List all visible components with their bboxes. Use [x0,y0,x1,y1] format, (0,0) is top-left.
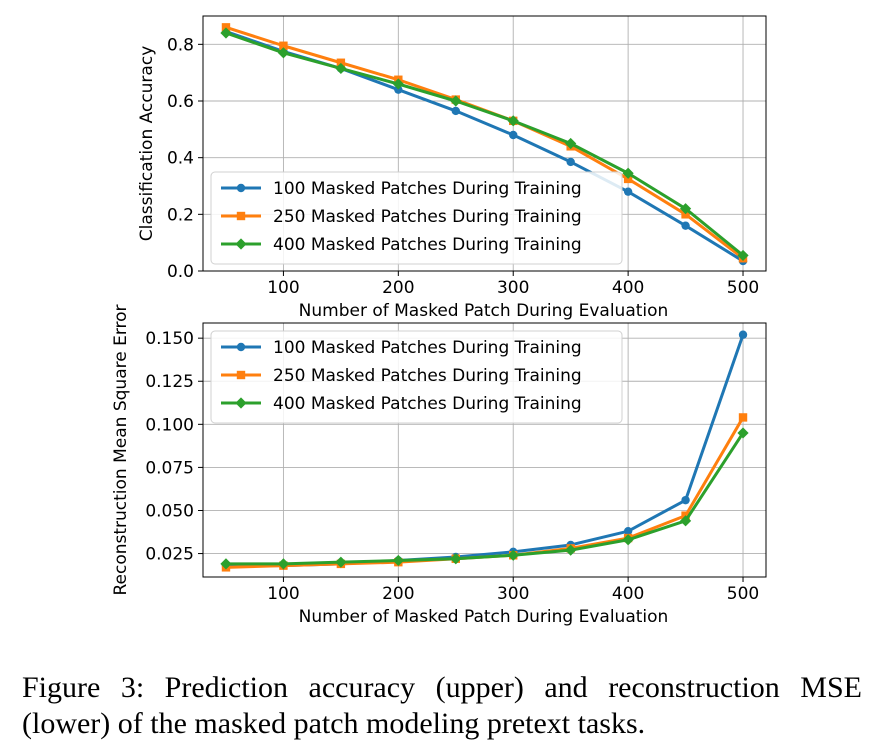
data-point [221,23,231,32]
data-point [450,553,462,565]
legend-label-3: 400 Masked Patches During Training [273,394,582,414]
data-point [335,556,347,568]
x-axis-label: Number of Masked Patch During Evaluation [299,301,669,321]
data-point [737,427,749,439]
data-point [681,221,690,230]
data-point [622,534,634,546]
legend-label-3: 400 Masked Patches During Training [273,235,582,255]
data-point [277,47,290,59]
data-point [507,549,519,561]
legend-marker-1 [236,183,246,193]
legend-label-2: 250 Masked Patches During Training [273,207,582,227]
y-tick-label: 0.8 [167,35,194,55]
data-point [392,554,404,567]
legend-marker-3 [235,397,247,409]
data-point [623,187,633,196]
series-line-3 [225,31,744,257]
data-point [565,137,577,150]
y-tick-label: 0.0 [167,262,194,282]
y-tick-label: 0.125 [145,372,194,392]
x-tick-label: 300 [497,584,529,604]
x-tick-label: 400 [612,278,644,298]
x-tick-label: 200 [382,584,414,604]
legend-label-1: 100 Masked Patches During Training [273,338,582,358]
legend-marker-1 [236,342,246,352]
legend-marker-2 [236,211,246,221]
legend: 100 Masked Patches During Training 250 Ma… [210,171,623,265]
data-point [450,95,462,107]
data-point [220,27,232,39]
figure-caption: Figure 3: Prediction accuracy (upper) an… [22,671,862,740]
data-point [220,558,232,570]
y-axis-label: Reconstruction Mean Square Error [111,304,131,595]
data-point [623,526,633,536]
data-point [737,249,749,262]
plot-frame [202,322,767,578]
data-point [679,515,692,527]
x-axis-label: Number of Masked Patch During Evaluation [299,607,669,627]
y-tick-label: 0.075 [145,458,194,478]
data-point [679,203,692,215]
y-tick-label: 0.2 [167,205,194,225]
data-point [507,115,519,127]
figure: 100 200 300 400 500 0.0 0.2 0.4 0.6 0.8 Number of … [111,15,767,627]
series-line-2 [225,416,745,569]
x-tick-label: 500 [727,278,759,298]
y-tick-label: 0.025 [145,545,194,565]
data-point [277,558,290,570]
data-point [565,544,577,556]
data-point [335,62,347,75]
x-tick-label: 100 [267,278,299,298]
y-tick-label: 0.4 [167,149,194,169]
y-axis-label: Classification Accuracy [137,46,157,242]
data-point [509,130,518,140]
legend-marker-2 [236,370,246,380]
legend-box [210,330,623,424]
y-tick-label: 0.6 [167,92,194,112]
data-point [279,41,288,50]
chart-panel-2: 100 200 300 400 500 0.025 0.050 0.075 0.100 0.125… [111,304,767,627]
data-point [623,174,633,184]
plot-frame [202,15,767,272]
y-tick-label: 0.100 [145,415,194,435]
data-point [681,210,690,219]
x-tick-label: 200 [382,278,414,298]
legend-label-2: 250 Masked Patches During Training [273,366,582,386]
chart-panel-1: 100 200 300 400 500 0.0 0.2 0.4 0.6 0.8 Number of … [137,15,767,321]
data-point [451,106,460,116]
x-tick-label: 500 [727,584,759,604]
x-tick-label: 300 [497,278,529,298]
data-point [681,495,690,505]
data-point [738,330,748,339]
x-tick-label: 400 [612,584,644,604]
legend-marker-3 [235,238,247,250]
data-point [394,85,403,94]
data-point [738,413,748,422]
y-tick-label: 0.050 [145,501,194,521]
series-line-3 [225,432,745,566]
legend: 100 Masked Patches During Training 250 Ma… [210,330,623,424]
x-tick-label: 100 [267,584,299,604]
data-point [392,78,404,90]
y-tick-label: 0.150 [145,329,194,349]
legend-label-1: 100 Masked Patches During Training [273,179,582,199]
data-point [336,58,346,67]
data-point [622,167,634,179]
data-point [566,157,575,167]
legend-box [210,171,623,265]
